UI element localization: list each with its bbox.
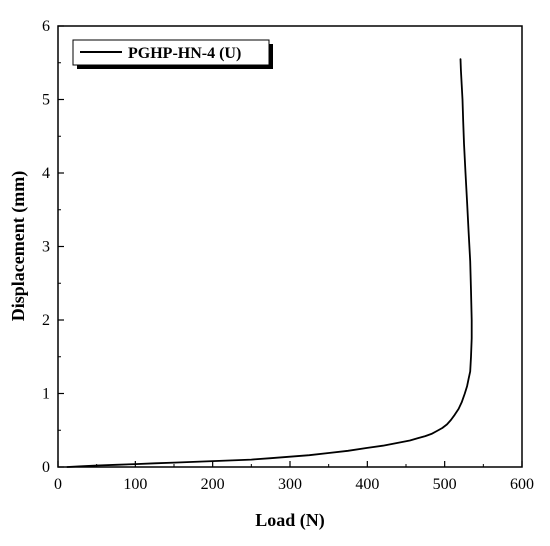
x-tick-label: 200 bbox=[201, 476, 225, 493]
x-tick-label: 0 bbox=[54, 476, 62, 493]
plot-frame bbox=[57, 25, 523, 468]
y-tick-label: 2 bbox=[42, 312, 50, 329]
legend-label: PGHP-HN-4 (U) bbox=[128, 45, 241, 62]
y-tick-label: 1 bbox=[42, 386, 50, 403]
y-tick-label: 3 bbox=[42, 239, 50, 256]
y-tick-label: 4 bbox=[42, 165, 50, 182]
y-tick-label: 6 bbox=[42, 18, 50, 35]
y-tick-label: 0 bbox=[42, 459, 50, 476]
series-layer bbox=[66, 58, 473, 468]
x-tick-label: 300 bbox=[278, 476, 302, 493]
y-axis-title: Displacement (mm) bbox=[8, 171, 29, 321]
ticks-layer: 0 100 200 300 400 500 600 0 1 2 3 4 5 6 bbox=[42, 18, 534, 493]
x-tick-label: 600 bbox=[510, 476, 534, 493]
x-tick-label: 500 bbox=[433, 476, 457, 493]
x-tick-label: 100 bbox=[123, 476, 147, 493]
y-tick-label: 5 bbox=[42, 92, 50, 109]
x-axis-title: Load (N) bbox=[255, 510, 325, 531]
series-line bbox=[66, 58, 473, 468]
legend: PGHP-HN-4 (U) bbox=[72, 39, 273, 69]
x-tick-label: 400 bbox=[355, 476, 379, 493]
